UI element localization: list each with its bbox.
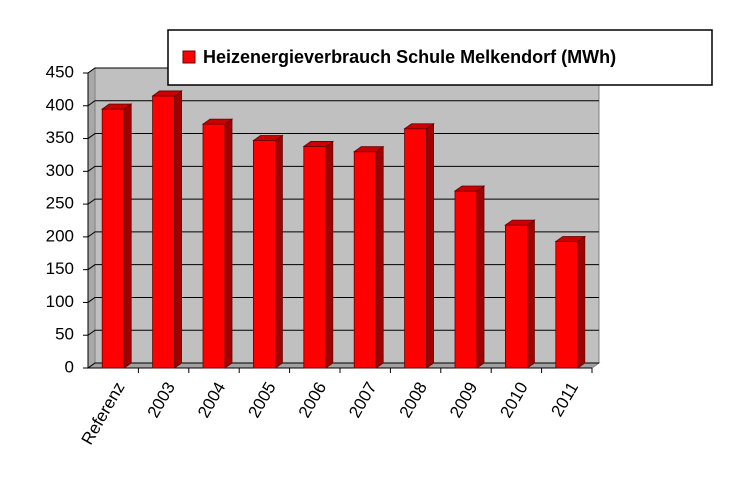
bar-side — [577, 235, 586, 369]
bar-side — [224, 118, 233, 369]
bar-side — [174, 90, 183, 369]
bar-side — [123, 103, 132, 369]
y-tick-label: 350 — [46, 128, 74, 147]
bar — [554, 235, 587, 369]
x-tick-label: 2003 — [144, 379, 179, 421]
bar — [302, 140, 335, 369]
bar-front — [454, 190, 478, 369]
y-tick-label: 200 — [46, 226, 74, 245]
bar — [201, 118, 234, 369]
legend-box — [167, 29, 713, 86]
y-tick-label: 50 — [55, 325, 74, 344]
bar-side — [274, 134, 283, 369]
plot-area: 0 50 100 150 200 250 300 350 400 450 Referenz 2003 2… — [46, 62, 601, 448]
bar-side — [476, 185, 485, 369]
bar-front — [303, 146, 327, 369]
bar — [403, 122, 435, 369]
bar-top — [504, 219, 536, 226]
bar-side — [325, 140, 334, 369]
legend: Heizenergieverbrauch Schule Melkendorf (… — [167, 29, 713, 86]
y-tick-label: 250 — [46, 194, 74, 213]
bar — [252, 134, 284, 369]
bar-side — [426, 122, 435, 369]
x-tick-label: Referenz — [78, 379, 129, 448]
bar-side — [375, 145, 384, 369]
y-tick-label: 400 — [46, 95, 74, 114]
y-tick-label: 450 — [46, 62, 74, 81]
x-tick-label: 2011 — [547, 379, 582, 420]
bar-side — [527, 219, 535, 369]
bar-front — [101, 108, 125, 369]
grid-line — [87, 100, 599, 107]
bar — [151, 90, 183, 369]
x-tick-label: 2010 — [496, 379, 531, 421]
x-tick-label: 2008 — [396, 379, 431, 421]
bar-front — [555, 241, 579, 369]
bar-front — [404, 128, 428, 369]
y-tick-label: 150 — [46, 259, 74, 278]
x-tick-label: 2004 — [194, 379, 229, 421]
bar-top — [201, 118, 234, 125]
bar-front — [252, 140, 276, 369]
x-tick-label: 2009 — [446, 379, 481, 421]
bar-top — [554, 236, 587, 242]
bar-front — [152, 95, 176, 369]
side-wall — [87, 67, 96, 369]
y-tick-label: 100 — [46, 292, 74, 311]
bar-front — [353, 151, 377, 369]
bar — [504, 219, 536, 369]
bar-front — [504, 224, 528, 369]
bar-top — [453, 185, 486, 192]
bar-top — [252, 135, 284, 141]
bar-top — [302, 141, 335, 147]
x-tick-label: 2007 — [345, 379, 380, 421]
bar — [100, 103, 133, 369]
bar-front — [202, 123, 226, 369]
bar-top — [151, 90, 183, 97]
y-tick-label: 300 — [46, 161, 74, 180]
legend-label: Heizenergieverbrauch Schule Melkendorf (… — [203, 47, 616, 67]
bar-top — [403, 123, 435, 130]
bar-top — [100, 103, 133, 110]
y-tick-label: 0 — [65, 357, 74, 376]
bar-top — [352, 146, 385, 153]
x-tick-label: 2005 — [244, 379, 279, 421]
bar — [352, 145, 385, 369]
x-tick-label: 2006 — [295, 379, 330, 421]
legend-swatch — [182, 50, 196, 64]
bar — [453, 185, 486, 369]
